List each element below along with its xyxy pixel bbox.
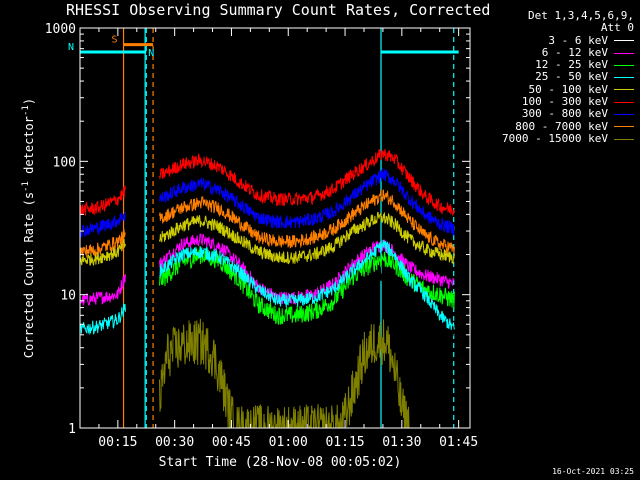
y-tick-label: 100 [53, 155, 76, 170]
x-tick-label: 00:15 [98, 435, 137, 450]
y-axis-label-end: ) [22, 98, 36, 105]
generation-timestamp: 16-Oct-2021 03:25 [552, 467, 634, 476]
legend: Det 1,3,4,5,6,9, Att 0 3 - 6 keV 6 - 12 k… [482, 9, 634, 146]
legend-entry-label: 300 - 800 keV [521, 107, 608, 121]
legend-swatch [614, 77, 634, 79]
legend-entry-label: 100 - 300 keV [521, 95, 608, 109]
x-tick-label: 01:15 [325, 435, 364, 450]
y-axis-label-mid: detector [22, 116, 36, 181]
legend-swatch [614, 40, 634, 42]
legend-swatch [614, 101, 634, 103]
chart-state-bars: S N N [68, 35, 459, 59]
x-tick-label: 01:45 [439, 435, 478, 450]
legend-entry: 12 - 25 keV [482, 58, 634, 72]
legend-entry: 100 - 300 keV [482, 95, 634, 109]
state-bar-label: S [112, 35, 118, 46]
y-axis-label: Corrected Count Rate (s-1 detector-1) [21, 98, 36, 358]
legend-entry: 25 - 50 keV [482, 71, 634, 83]
legend-header-line-1: Det 1,3,4,5,6,9, [528, 9, 634, 22]
x-tick-label: 00:30 [155, 435, 194, 450]
legend-entries: 3 - 6 keV 6 - 12 keV 12 - 25 keV 25 - 50 ke… [482, 33, 634, 146]
chart-title: RHESSI Observing Summary Count Rates, Co… [66, 1, 491, 19]
legend-swatch [614, 52, 634, 54]
chart-ticks: 1 10 100 1000 00:15 00:30 00:45 01:00 01:15 01:30… [45, 22, 479, 450]
y-axis-label-main: Corrected Count Rate (s [22, 192, 36, 358]
legend-entry-label: 50 - 100 keV [528, 82, 608, 96]
legend-entry-label: 12 - 25 keV [535, 58, 608, 72]
legend-entry-label: 3 - 6 keV [548, 33, 608, 47]
x-tick-label: 00:45 [212, 435, 251, 450]
legend-entry: 3 - 6 keV [482, 33, 634, 47]
y-axis-label-sup1: -1 [21, 181, 31, 192]
legend-entry: 7000 - 15000 keV [482, 131, 634, 145]
y-tick-label: 1 [68, 422, 76, 437]
x-tick-label: 01:00 [269, 435, 308, 450]
series-line [159, 318, 410, 429]
legend-entry-label: 25 - 50 keV [535, 70, 608, 84]
legend-swatch [614, 89, 634, 91]
series-line [79, 168, 455, 238]
y-tick-label: 1000 [45, 22, 76, 37]
legend-entry: 6 - 12 keV [482, 45, 634, 59]
plot-frame [79, 27, 471, 429]
legend-header-line-2: Att 0 [600, 21, 634, 35]
legend-entry: 300 - 800 keV [482, 108, 634, 120]
x-tick-label: 01:30 [382, 435, 421, 450]
y-tick-label: 10 [60, 289, 76, 304]
series-line [79, 211, 455, 267]
legend-entry-label: 800 - 7000 keV [515, 119, 608, 133]
legend-entry-label: 7000 - 15000 keV [502, 131, 608, 145]
legend-swatch [614, 114, 634, 116]
series-line [79, 239, 455, 336]
y-axis-label-sup2: -1 [21, 105, 31, 116]
legend-swatch [614, 138, 634, 140]
x-axis-label: Start Time (28-Nov-08 00:05:02) [159, 455, 402, 470]
legend-entry-label: 6 - 12 keV [541, 45, 608, 59]
state-bar-label-n: N [148, 48, 154, 59]
series-line [79, 189, 455, 258]
series-line [79, 148, 455, 217]
legend-entry: 800 - 7000 keV [482, 119, 634, 133]
legend-entry: 50 - 100 keV [482, 82, 634, 96]
state-bar-label: N [68, 42, 74, 53]
chart-series [79, 148, 455, 429]
series-line [159, 258, 455, 353]
legend-swatch [614, 64, 634, 66]
legend-swatch [614, 126, 634, 128]
